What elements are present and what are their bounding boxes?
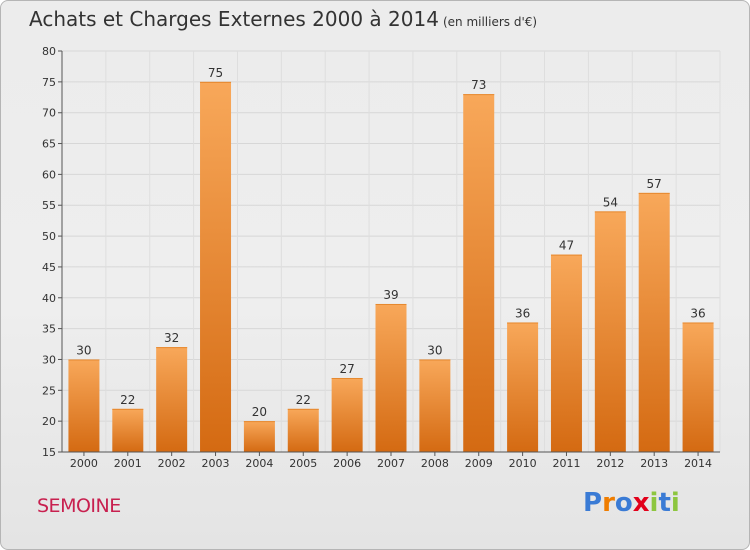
logo-letter: x <box>632 488 650 518</box>
bar <box>682 322 714 452</box>
bar <box>375 303 407 452</box>
bars <box>68 81 714 452</box>
x-tick-label: 2011 <box>552 457 580 470</box>
x-tick-label: 2007 <box>377 457 405 470</box>
x-tick-label: 2013 <box>640 457 668 470</box>
labels: 15 20 25 30 35 40 45 50 55 60 65 70 75 80 30 2000 22 2001… <box>42 45 712 470</box>
logo-letter: t <box>658 488 671 518</box>
bar-value-label: 39 <box>383 288 398 302</box>
bar-value-label: 54 <box>603 195 618 209</box>
x-tick-label: 2004 <box>245 457 273 470</box>
bar-value-label: 36 <box>690 306 705 320</box>
commune-name: SEMOINE <box>37 495 121 517</box>
y-tick-label: 75 <box>42 76 56 89</box>
logo-letter: P <box>583 488 603 518</box>
y-tick-label: 40 <box>42 292 56 305</box>
bar-value-label: 36 <box>515 306 530 320</box>
y-tick-label: 30 <box>42 353 56 366</box>
bar <box>594 211 626 452</box>
bar-value-label: 30 <box>76 343 91 357</box>
bar-value-label: 22 <box>120 393 135 407</box>
bar <box>287 408 319 452</box>
bar <box>200 81 232 452</box>
logo-letter: r <box>602 488 615 518</box>
bar-value-label: 47 <box>559 239 574 253</box>
x-tick-label: 2000 <box>70 457 98 470</box>
y-tick-label: 45 <box>42 261 56 274</box>
bar <box>156 347 188 452</box>
bar <box>550 254 582 452</box>
x-tick-label: 2006 <box>333 457 361 470</box>
bar <box>507 322 539 452</box>
chart-title: Achats et Charges Externes 2000 à 2014 (e… <box>29 7 537 31</box>
x-tick-label: 2014 <box>684 457 712 470</box>
x-tick-label: 2008 <box>421 457 449 470</box>
bar-value-label: 27 <box>339 362 354 376</box>
bar-value-label: 75 <box>208 66 223 80</box>
bar-value-label: 57 <box>647 177 662 191</box>
y-tick-label: 20 <box>42 415 56 428</box>
x-tick-label: 2003 <box>202 457 230 470</box>
chart-title-text: Achats et Charges Externes 2000 à 2014 <box>29 7 439 31</box>
logo-letter: o <box>614 488 633 518</box>
x-tick-label: 2005 <box>289 457 317 470</box>
bar <box>112 408 144 452</box>
bar <box>243 421 275 452</box>
bar <box>331 377 363 452</box>
bar <box>463 94 495 452</box>
x-tick-label: 2002 <box>158 457 186 470</box>
axes <box>58 50 720 456</box>
bar-value-label: 20 <box>252 405 267 419</box>
bar-value-label: 22 <box>296 393 311 407</box>
bar-value-label: 32 <box>164 331 179 345</box>
bar <box>638 192 670 452</box>
y-tick-label: 80 <box>42 45 56 58</box>
x-tick-label: 2012 <box>596 457 624 470</box>
bar-value-label: 73 <box>471 78 486 92</box>
y-tick-label: 70 <box>42 107 56 120</box>
x-tick-label: 2001 <box>114 457 142 470</box>
y-tick-label: 60 <box>42 168 56 181</box>
logo-letter: i <box>649 488 659 518</box>
y-tick-label: 15 <box>42 446 56 459</box>
x-tick-label: 2010 <box>509 457 537 470</box>
proxiti-logo: Proxiti <box>583 488 680 518</box>
y-tick-label: 55 <box>42 199 56 212</box>
y-tick-label: 35 <box>42 323 56 336</box>
bar <box>419 359 451 452</box>
chart-subtitle: (en milliers d'€) <box>442 15 538 29</box>
x-tick-label: 2009 <box>465 457 493 470</box>
y-tick-label: 65 <box>42 138 56 151</box>
logo-letter: i <box>670 488 680 518</box>
y-tick-label: 50 <box>42 230 56 243</box>
bar <box>68 359 100 452</box>
bar-value-label: 30 <box>427 343 442 357</box>
y-tick-label: 25 <box>42 384 56 397</box>
